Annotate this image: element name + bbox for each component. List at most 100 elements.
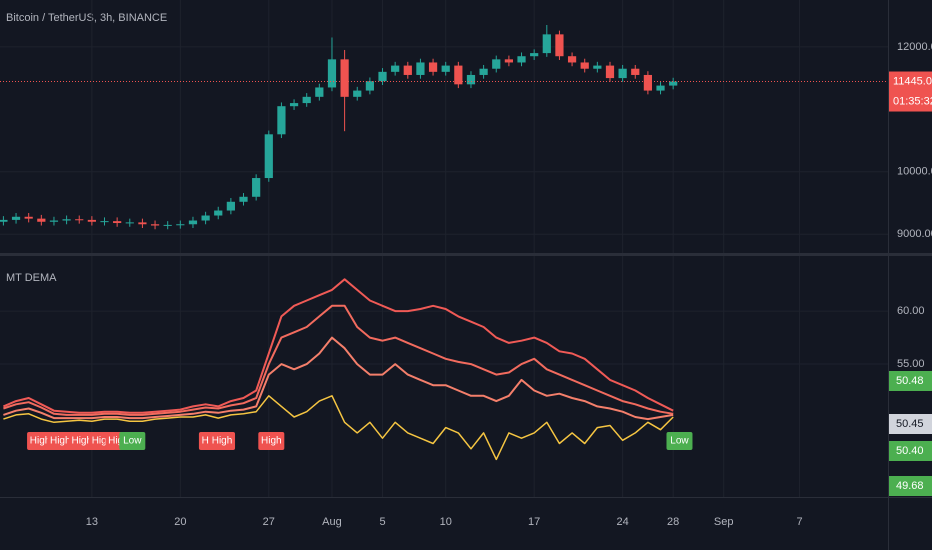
countdown: 01:35:32 bbox=[893, 95, 932, 107]
candle-body bbox=[277, 106, 286, 135]
y-tick-label: 60.00 bbox=[897, 305, 925, 317]
candle-body bbox=[62, 219, 71, 221]
x-tick-label: 13 bbox=[86, 516, 98, 528]
signal-tag bbox=[209, 432, 236, 450]
candle-body bbox=[378, 71, 387, 82]
price-tag bbox=[889, 476, 932, 496]
price-tag bbox=[889, 441, 932, 461]
candle-body bbox=[125, 222, 134, 224]
candle-body bbox=[593, 65, 602, 69]
candle-body bbox=[75, 219, 84, 221]
signal-tag bbox=[119, 432, 146, 450]
signal-label: Low bbox=[670, 436, 689, 447]
candle-body bbox=[264, 134, 273, 179]
candle-body bbox=[226, 201, 235, 211]
candle-body bbox=[24, 216, 33, 219]
candle-body bbox=[37, 218, 46, 222]
signal-label: High bbox=[261, 436, 282, 447]
last-price-label: 11445.00 bbox=[893, 75, 932, 87]
x-tick-label: 27 bbox=[263, 516, 275, 528]
signal-tag bbox=[258, 432, 285, 450]
candle-body bbox=[49, 220, 59, 222]
candle-body bbox=[454, 65, 463, 85]
candle-body bbox=[87, 219, 96, 222]
candle-body bbox=[530, 53, 539, 57]
signal-label: High bbox=[50, 436, 71, 447]
candle-body bbox=[428, 62, 438, 72]
price-tag-label: 50.48 bbox=[896, 375, 924, 387]
price-tag-label: 50.40 bbox=[896, 445, 924, 457]
signal-tag bbox=[27, 432, 54, 450]
x-tick-label: 24 bbox=[616, 516, 628, 528]
last-price-tag bbox=[889, 71, 932, 112]
price-tag-label: 49.68 bbox=[896, 480, 924, 492]
x-tick-label: 28 bbox=[667, 516, 679, 528]
candle-body bbox=[542, 34, 551, 54]
candle-body bbox=[188, 220, 198, 225]
x-tick-label: 5 bbox=[379, 516, 385, 528]
indicator-line bbox=[3, 336, 674, 421]
candle-body bbox=[214, 210, 223, 216]
candle-body bbox=[113, 221, 122, 224]
y-tick-label: 9000.00 bbox=[897, 228, 932, 240]
candle-body bbox=[138, 222, 147, 225]
signal-tag bbox=[47, 432, 74, 450]
candle-body bbox=[441, 65, 450, 72]
candle-body bbox=[517, 56, 526, 63]
indicator-line bbox=[3, 304, 674, 416]
price-tag bbox=[889, 414, 932, 434]
candle-body bbox=[580, 62, 589, 69]
indicator-line bbox=[3, 395, 674, 461]
candle-body bbox=[631, 68, 640, 75]
x-tick-label: 20 bbox=[174, 516, 186, 528]
indicator-line bbox=[3, 278, 674, 414]
signal-label: High bbox=[212, 436, 233, 447]
candle-body bbox=[327, 59, 337, 88]
candle-body bbox=[100, 221, 109, 223]
candle-body bbox=[365, 81, 374, 91]
x-tick-label: 17 bbox=[528, 516, 540, 528]
candle-body bbox=[416, 62, 425, 75]
indicator-title: MT DEMA bbox=[6, 272, 57, 284]
candle-body bbox=[567, 56, 577, 63]
candle-body bbox=[11, 216, 21, 220]
candle-body bbox=[252, 178, 261, 197]
candle-body bbox=[618, 68, 627, 79]
chart-title: Bitcoin / TetherUS, 3h, BINANCE bbox=[6, 12, 167, 24]
candle-body bbox=[643, 74, 653, 91]
candle-body bbox=[555, 34, 564, 57]
candle-body bbox=[656, 85, 665, 91]
y-tick-label: 10000.00 bbox=[897, 166, 932, 178]
x-tick-label: 10 bbox=[440, 516, 452, 528]
signal-label: High bbox=[108, 436, 129, 447]
candle-body bbox=[201, 215, 210, 221]
candle-body bbox=[0, 219, 8, 222]
y-tick-label: 12000.00 bbox=[897, 41, 932, 53]
candle-body bbox=[340, 59, 349, 97]
candle-body bbox=[239, 196, 248, 202]
candle-body bbox=[605, 65, 615, 79]
candle-body bbox=[163, 224, 172, 226]
candle-body bbox=[150, 224, 160, 226]
signal-tag bbox=[666, 432, 693, 450]
signal-tag bbox=[68, 432, 95, 450]
y-tick-label: 55.00 bbox=[897, 358, 925, 370]
signal-label: High bbox=[92, 436, 113, 447]
price-tag-label: 50.45 bbox=[896, 418, 924, 430]
signal-label: Low bbox=[123, 436, 142, 447]
price-tag bbox=[889, 371, 932, 391]
candle-body bbox=[289, 103, 299, 107]
candle-body bbox=[492, 59, 501, 69]
candle-body bbox=[479, 68, 488, 75]
x-tick-label: Aug bbox=[322, 516, 342, 528]
candle-body bbox=[466, 74, 476, 85]
candle-body bbox=[391, 65, 400, 72]
signal-label: High bbox=[71, 436, 92, 447]
candle-body bbox=[504, 59, 513, 63]
x-tick-label: Sep bbox=[714, 516, 734, 528]
signal-label: High bbox=[30, 436, 51, 447]
candle-body bbox=[669, 81, 678, 86]
candle-body bbox=[315, 87, 324, 97]
